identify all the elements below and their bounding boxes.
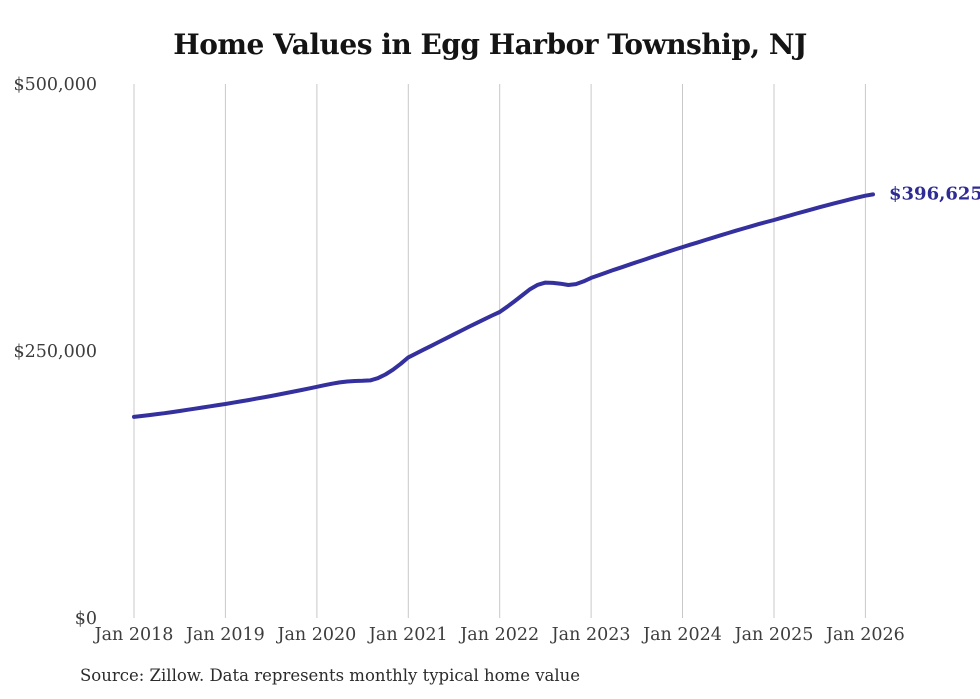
x-tick-label: Jan 2020 — [275, 625, 356, 645]
x-tick-label: Jan 2018 — [93, 625, 174, 645]
x-tick-label: Jan 2024 — [641, 625, 722, 645]
y-tick-label: $250,000 — [13, 342, 97, 362]
chart-title: Home Values in Egg Harbor Township, NJ — [173, 28, 807, 61]
x-tick-label: Jan 2022 — [458, 625, 539, 645]
source-note: Source: Zillow. Data represents monthly … — [80, 666, 581, 685]
x-tick-label: Jan 2023 — [550, 625, 631, 645]
x-tick-label: Jan 2019 — [184, 625, 265, 645]
x-tick-label: Jan 2025 — [733, 625, 814, 645]
y-tick-label: $0 — [75, 609, 97, 629]
end-value-label: $396,625 — [889, 184, 980, 205]
x-tick-label: Jan 2026 — [824, 625, 905, 645]
home-value-line — [132, 192, 875, 419]
y-tick-label: $500,000 — [13, 75, 97, 95]
x-tick-label: Jan 2021 — [367, 625, 448, 645]
